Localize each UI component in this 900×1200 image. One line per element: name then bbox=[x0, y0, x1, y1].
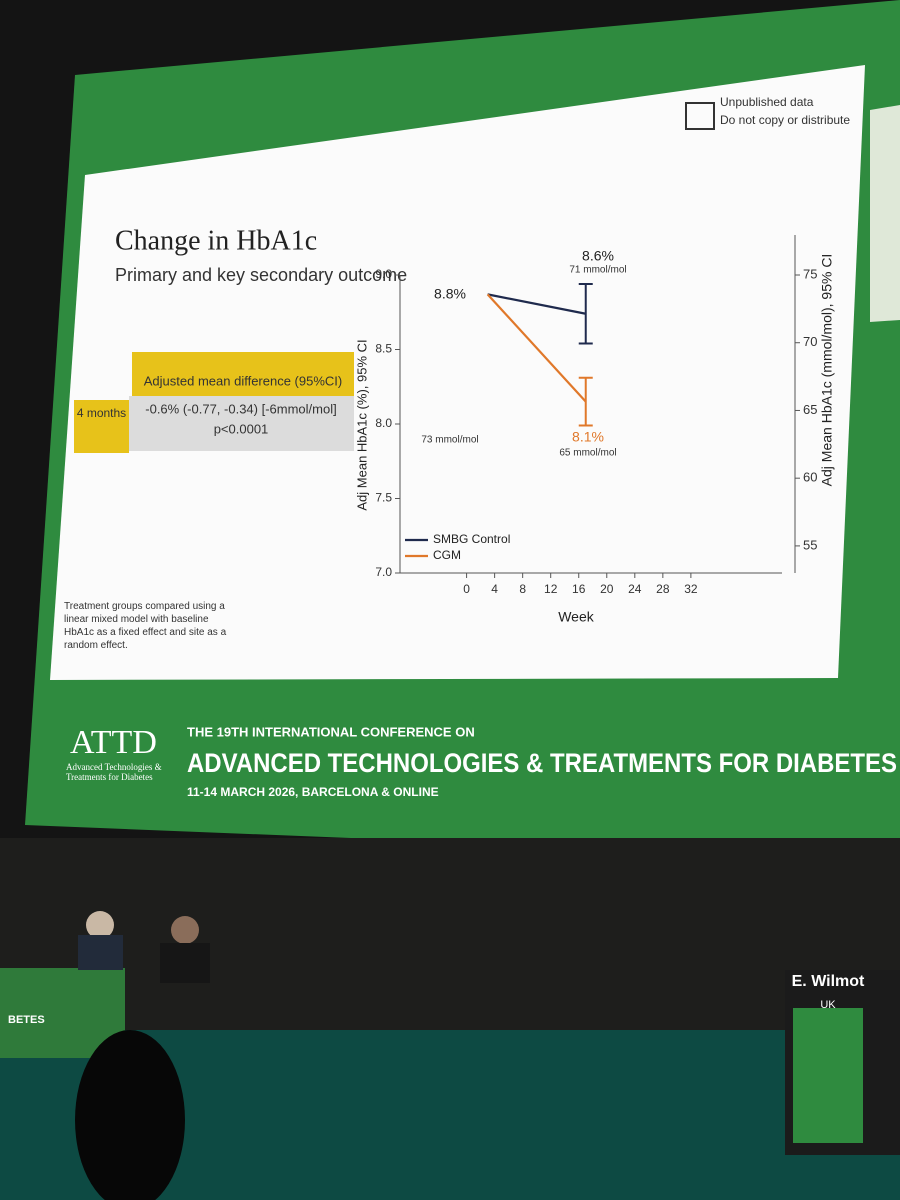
y-axis-label: Adj Mean HbA1c (%), 95% CI bbox=[354, 339, 369, 510]
lectern-name: E. Wilmot bbox=[792, 973, 865, 990]
annotation-sub: 73 mmol/mol bbox=[421, 435, 478, 446]
watermark: Unpublished data bbox=[720, 95, 814, 109]
y2-tick-label: 65 bbox=[803, 402, 817, 417]
banner-line: THE 19TH INTERNATIONAL CONFERENCE ON bbox=[187, 724, 475, 739]
table-row-label-cell bbox=[74, 400, 129, 453]
watermark: Do not copy or distribute bbox=[720, 113, 850, 127]
person bbox=[86, 911, 114, 939]
slide-title: Change in HbA1c bbox=[115, 225, 317, 256]
x-axis-label: Week bbox=[558, 609, 595, 625]
annotation: 8.8% bbox=[434, 286, 466, 302]
x-tick-label: 20 bbox=[600, 582, 614, 596]
annotation: 8.6% bbox=[582, 248, 614, 264]
footnote: Treatment groups compared using a linear… bbox=[64, 601, 227, 651]
table-sign: BETES bbox=[8, 1014, 45, 1026]
annotation-sub: 65 mmol/mol bbox=[559, 448, 616, 459]
x-tick-label: 32 bbox=[684, 582, 698, 596]
table-cell-text: p<0.0001 bbox=[214, 421, 269, 436]
audience-head bbox=[75, 1030, 185, 1200]
error-bar bbox=[578, 376, 593, 427]
table-header-cell bbox=[132, 352, 354, 396]
banner-logo-sub: Advanced Technologies & Treatments for D… bbox=[66, 762, 162, 782]
banner-logo-sub-box: Advanced Technologies & Treatments for D… bbox=[66, 762, 162, 782]
error-bar bbox=[578, 282, 593, 345]
no-camera-icon bbox=[685, 102, 715, 130]
y-tick-label: 7.0 bbox=[375, 565, 392, 579]
y2-tick-label: 55 bbox=[803, 537, 817, 552]
table-row-label: 4 months bbox=[76, 406, 127, 420]
y2-tick-label: 70 bbox=[803, 334, 817, 349]
side-panel bbox=[870, 105, 900, 322]
legend-label: CGM bbox=[433, 548, 461, 562]
curtain bbox=[0, 838, 900, 1038]
chart: 7.0 7.5 8.0 8.5 9.0 55 60 65 70 75 0 4 8 12 16 20 24 28 32… bbox=[375, 235, 817, 596]
annotation: 8.1% bbox=[572, 429, 604, 445]
footnote-box: Treatment groups compared using a linear… bbox=[64, 601, 227, 651]
x-tick-label: 16 bbox=[572, 582, 586, 596]
banner-line: 11-14 MARCH 2026, BARCELONA & ONLINE bbox=[187, 785, 439, 799]
table-cell-text: -0.6% (-0.77, -0.34) [-6mmol/mol] bbox=[145, 401, 336, 416]
x-tick-label: 0 bbox=[463, 582, 470, 596]
lectern-screen bbox=[793, 1008, 863, 1143]
series-line bbox=[486, 293, 587, 403]
lectern-country: UK bbox=[820, 999, 836, 1011]
x-tick-label: 8 bbox=[519, 582, 526, 596]
slide bbox=[50, 65, 865, 680]
y2-tick-label: 75 bbox=[803, 266, 817, 281]
series-line bbox=[487, 293, 586, 315]
y2-axis-label: Adj Mean HbA1c (mmol/mol), 95% CI bbox=[819, 254, 835, 487]
table-row-label-box: 4 months bbox=[76, 406, 127, 420]
x-tick-label: 4 bbox=[491, 582, 498, 596]
table-cell bbox=[129, 396, 354, 451]
banner-logo: ATTD bbox=[70, 724, 157, 761]
annotation-sub: 71 mmol/mol bbox=[569, 265, 626, 276]
person-body bbox=[78, 935, 123, 970]
legend-label: SMBG Control bbox=[433, 532, 510, 546]
x-tick-label: 12 bbox=[544, 582, 558, 596]
y-tick-label: 9.0 bbox=[375, 267, 392, 281]
y-tick-label: 8.0 bbox=[375, 416, 392, 430]
y2-tick-label: 60 bbox=[803, 470, 817, 485]
table-header: Adjusted mean difference (95%CI) bbox=[144, 373, 342, 388]
person-body bbox=[160, 943, 210, 983]
y-tick-label: 7.5 bbox=[375, 491, 392, 505]
x-tick-label: 24 bbox=[628, 582, 642, 596]
banner-title: ADVANCED TECHNOLOGIES & TREATMENTS FOR D… bbox=[187, 748, 897, 778]
person bbox=[171, 916, 199, 944]
x-tick-label: 28 bbox=[656, 582, 670, 596]
slide-subtitle: Primary and key secondary outcome bbox=[115, 265, 407, 285]
y-tick-label: 8.5 bbox=[375, 342, 392, 356]
